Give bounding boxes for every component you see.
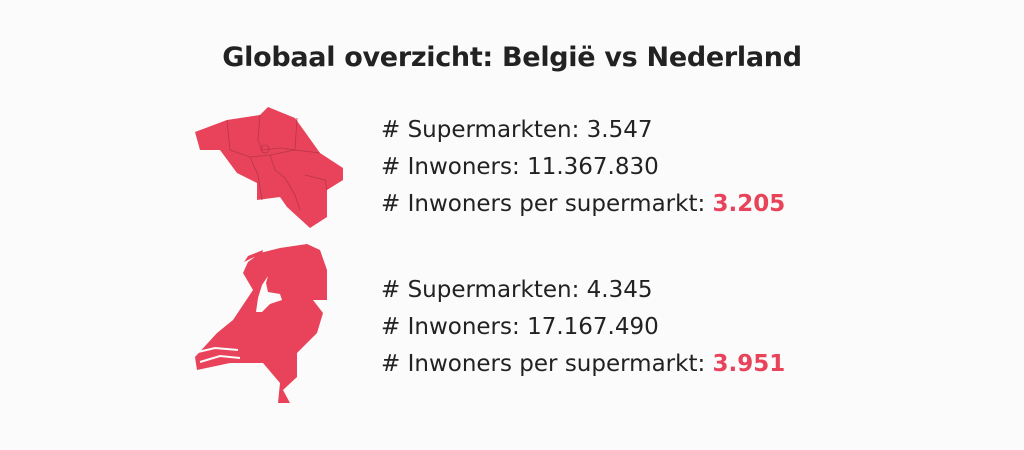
netherlands-per-supermarket-value: 3.951	[712, 351, 786, 377]
belgium-supermarkets: # Supermarkten: 3.547	[381, 117, 653, 143]
belgium-per-supermarket: # Inwoners per supermarkt: 3.205	[381, 191, 786, 217]
belgium-map-icon	[195, 107, 343, 228]
belgium-stats: # Supermarkten: 3.547 # Inwoners: 11.367…	[381, 112, 785, 223]
netherlands-per-supermarket: # Inwoners per supermarkt: 3.951	[381, 351, 786, 377]
belgium-inhabitants: # Inwoners: 11.367.830	[381, 154, 659, 180]
netherlands-stats: # Supermarkten: 4.345 # Inwoners: 17.167…	[381, 272, 785, 383]
netherlands-supermarkets: # Supermarkten: 4.345	[381, 277, 653, 303]
netherlands-inhabitants: # Inwoners: 17.167.490	[381, 314, 659, 340]
netherlands-map-icon	[195, 244, 327, 403]
belgium-per-supermarket-value: 3.205	[712, 191, 786, 217]
page-title: Globaal overzicht: België vs Nederland	[222, 42, 802, 73]
